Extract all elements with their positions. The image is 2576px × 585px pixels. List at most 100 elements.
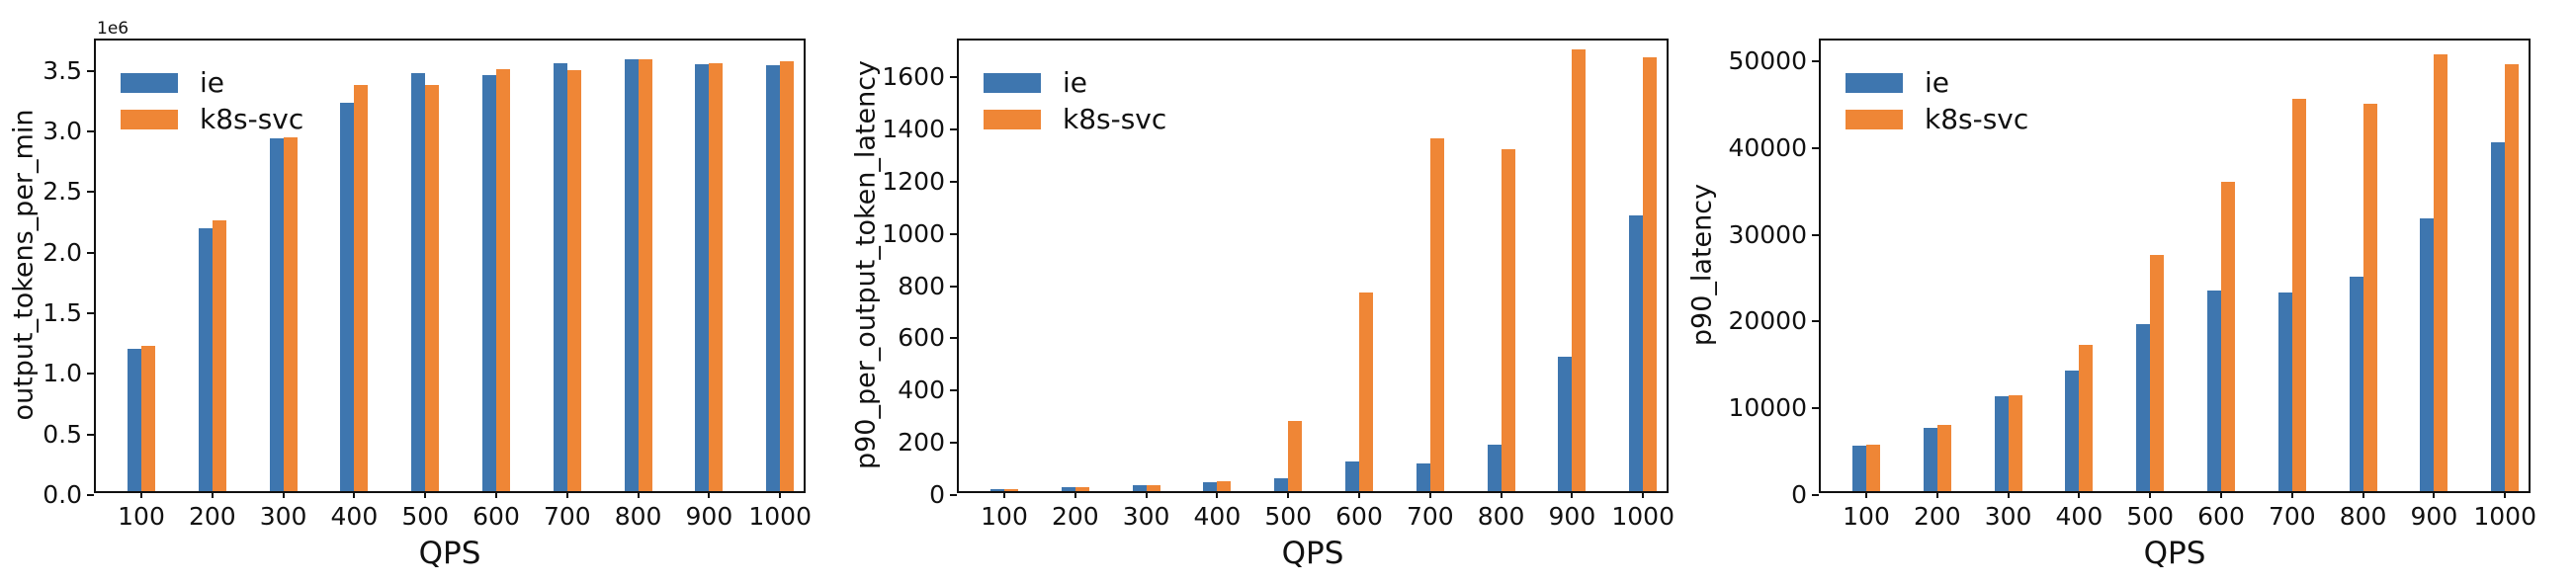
x-tick-label: 200 (188, 502, 236, 531)
bar-k8s-svc-300 (1146, 485, 1160, 491)
x-tick-label: 800 (614, 502, 662, 531)
y-tick-mark (950, 232, 957, 235)
y-tick-label: 30000 (1728, 219, 1807, 249)
x-tick-label: 400 (330, 502, 379, 531)
y-tick-label: 1200 (882, 166, 945, 196)
y-tick-mark (950, 442, 957, 445)
x-tick-mark (2078, 491, 2081, 498)
y-tick-label: 1.0 (43, 359, 82, 388)
legend-swatch-k8s-svc (984, 109, 1041, 129)
legend-item: ie (984, 64, 1166, 101)
bar-k8s-svc-1000 (2505, 64, 2520, 491)
x-tick-mark (2361, 491, 2364, 498)
x-tick-label: 1000 (748, 502, 812, 531)
legend-label: ie (200, 66, 225, 99)
x-tick-label: 500 (401, 502, 450, 531)
legend-label: ie (1063, 66, 1088, 99)
x-tick-mark (140, 491, 142, 498)
bar-ie-800 (624, 59, 639, 491)
bar-ie-900 (695, 64, 710, 491)
x-tick-label: 100 (981, 502, 1028, 531)
y-tick-label: 3.0 (43, 117, 82, 145)
bar-ie-400 (2065, 371, 2080, 491)
x-tick-mark (1073, 491, 1076, 498)
y-tick-mark (950, 389, 957, 392)
x-tick-mark (211, 491, 214, 498)
bar-k8s-svc-700 (566, 70, 581, 491)
x-tick-mark (282, 491, 285, 498)
y-tick-mark (950, 127, 957, 130)
bar-k8s-svc-100 (141, 346, 155, 491)
y-tick-mark (87, 494, 94, 496)
bar-k8s-svc-500 (425, 85, 440, 491)
x-tick-label: 600 (1335, 502, 1383, 531)
x-axis-label: QPS (2143, 536, 2206, 571)
bar-k8s-svc-600 (1359, 292, 1373, 491)
x-tick-mark (1145, 491, 1148, 498)
y-tick-label: 600 (898, 323, 945, 353)
x-tick-mark (353, 491, 356, 498)
bar-ie-500 (411, 73, 426, 491)
bar-ie-500 (2136, 324, 2151, 491)
y-tick-mark (950, 494, 957, 496)
plot-area: ie k8s-svc 0 10000 20000 30000 40000 50000 100 2… (1728, 39, 2536, 530)
y-tick-label: 0.5 (43, 419, 82, 449)
bar-k8s-svc-600 (496, 69, 510, 491)
x-tick-mark (2433, 491, 2436, 498)
y-tick-mark (1812, 233, 1819, 236)
bar-ie-1000 (2491, 142, 2506, 491)
bar-k8s-svc-100 (1866, 445, 1880, 491)
y-tick-mark (87, 191, 94, 194)
x-tick-mark (424, 491, 427, 498)
bar-ie-200 (1061, 487, 1075, 491)
y-tick-mark (87, 433, 94, 436)
legend-label: k8s-svc (200, 103, 304, 135)
y-tick-label: 1400 (882, 114, 945, 143)
bar-ie-200 (1923, 428, 1937, 491)
x-tick-mark (1642, 491, 1645, 498)
bar-k8s-svc-1000 (780, 61, 795, 491)
legend-swatch-ie (984, 72, 1041, 93)
legend: ie k8s-svc (121, 64, 303, 137)
x-tick-label: 600 (472, 502, 520, 531)
x-tick-mark (565, 491, 568, 498)
y-tick-label: 0 (929, 480, 945, 509)
bar-ie-800 (1487, 445, 1502, 491)
y-tick-label: 10000 (1728, 393, 1807, 423)
x-tick-label: 700 (543, 502, 591, 531)
bar-ie-500 (1274, 478, 1289, 491)
x-tick-label: 100 (118, 502, 165, 531)
x-tick-mark (2149, 491, 2152, 498)
x-tick-label: 400 (1193, 502, 1242, 531)
y-tick-label: 0.0 (43, 480, 82, 509)
bar-k8s-svc-300 (283, 137, 298, 491)
x-tick-label: 100 (1843, 502, 1890, 531)
y-tick-label: 2.0 (43, 237, 82, 267)
bar-ie-200 (198, 228, 213, 491)
y-tick-mark (87, 312, 94, 314)
x-axis-label: QPS (1281, 536, 1344, 571)
bar-ie-400 (1203, 482, 1218, 491)
x-tick-label: 800 (1477, 502, 1525, 531)
bar-k8s-svc-500 (2150, 255, 2165, 491)
plot-area: ie k8s-svc 0.0 0.5 1.0 1.5 2.0 2.5 3.0 3.5 100 200… (43, 39, 812, 530)
y-tick-label: 1000 (882, 218, 945, 248)
bar-ie-400 (340, 103, 355, 491)
bar-k8s-svc-100 (1004, 489, 1018, 491)
x-tick-mark (1571, 491, 1574, 498)
legend: ie k8s-svc (1846, 64, 2028, 137)
y-tick-mark (1812, 146, 1819, 149)
bar-ie-300 (1132, 485, 1147, 491)
y-tick-mark (87, 130, 94, 132)
x-tick-mark (2504, 491, 2507, 498)
x-tick-mark (2007, 491, 2010, 498)
x-tick-label: 700 (1406, 502, 1454, 531)
legend-item: k8s-svc (984, 101, 1166, 137)
bar-ie-900 (2420, 218, 2435, 491)
bar-k8s-svc-400 (1217, 481, 1232, 491)
x-tick-label: 500 (2126, 502, 2175, 531)
bar-k8s-svc-400 (2079, 345, 2094, 491)
y-tick-label: 50000 (1728, 46, 1807, 76)
bar-ie-600 (482, 75, 496, 491)
